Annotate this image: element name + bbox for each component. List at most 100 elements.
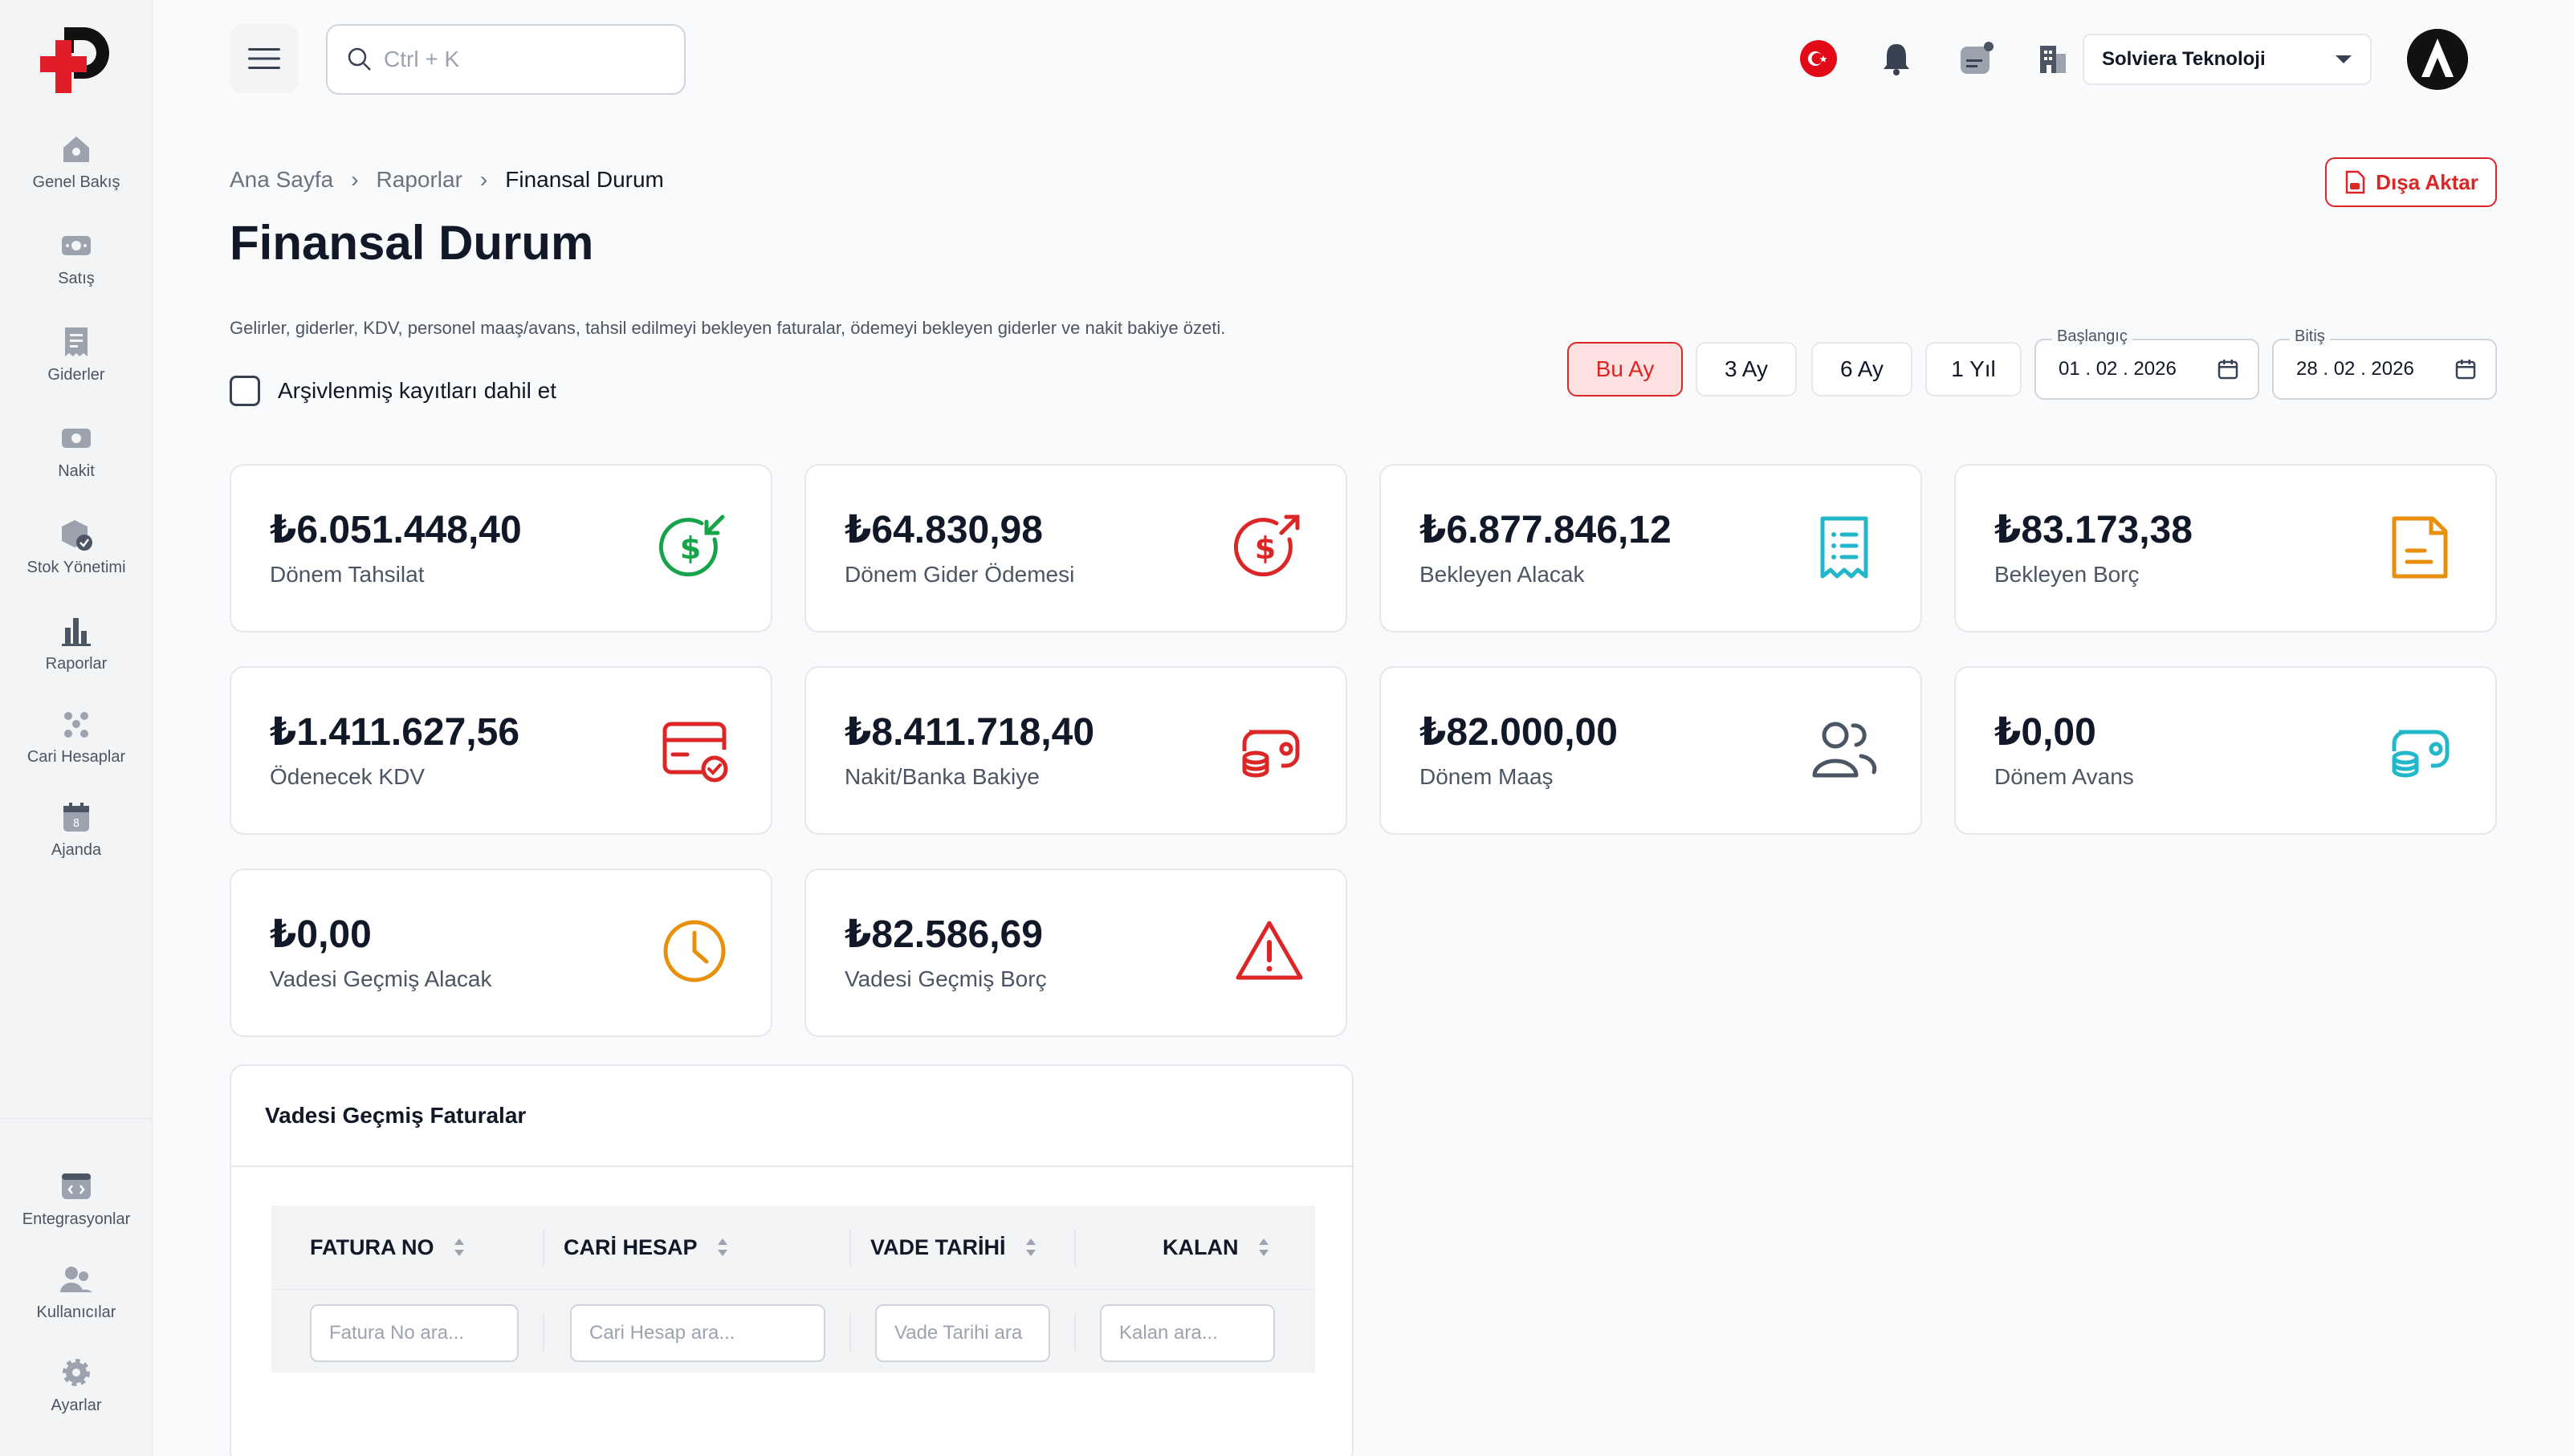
start-date-input[interactable]: 01 . 02 . 2026	[2034, 339, 2259, 400]
sidebar-item-label: Entegrasyonlar	[22, 1210, 131, 1228]
card-value: ₺1.411.627,56	[270, 711, 520, 754]
card-value: ₺6.877.846,12	[1419, 509, 1672, 551]
column-separator	[543, 1314, 544, 1351]
calendar-picker-icon[interactable]	[2455, 359, 2476, 380]
page-title: Finansal Durum	[230, 216, 594, 270]
period-1-year-button[interactable]: 1 Yıl	[1925, 342, 2022, 397]
end-date-value: 28 . 02 . 2026	[2296, 358, 2414, 380]
card-overdue-payable: ₺82.586,69 Vadesi Geçmiş Borç	[804, 868, 1347, 1037]
card-label: Bekleyen Borç	[1994, 562, 2140, 587]
breadcrumb-separator-icon: ›	[351, 167, 359, 192]
card-period-expense-payment: ₺64.830,98 Dönem Gider Ödemesi $	[804, 464, 1347, 632]
company-select[interactable]: Solviera Teknoloji	[2083, 34, 2372, 85]
sidebar-item-label: Kullanıcılar	[36, 1303, 116, 1321]
period-6-months-button[interactable]: 6 Ay	[1811, 342, 1912, 397]
card-label: Dönem Maaş	[1419, 764, 1554, 789]
column-header-remaining[interactable]: KALAN	[1163, 1206, 1271, 1289]
wallet-coins-icon	[2392, 730, 2450, 778]
warning-icon	[1236, 921, 1303, 980]
card-value: ₺83.173,38	[1994, 509, 2193, 551]
sidebar-item-stock[interactable]: Stok Yönetimi	[0, 517, 153, 605]
users-icon	[60, 1267, 92, 1292]
dashboard-icon	[63, 136, 89, 162]
company-name: Solviera Teknoloji	[2102, 48, 2266, 70]
card-cash-bank-balance: ₺8.411.718,40 Nakit/Banka Bakiye	[804, 666, 1347, 835]
due-date-filter-input[interactable]	[875, 1304, 1050, 1362]
end-date-label: Bitiş	[2290, 327, 2330, 346]
breadcrumb-reports[interactable]: Raporlar	[376, 167, 462, 192]
app-logo[interactable]	[37, 24, 117, 96]
breadcrumb-home[interactable]: Ana Sayfa	[230, 167, 334, 192]
account-filter-input[interactable]	[570, 1304, 825, 1362]
settings-icon	[63, 1359, 90, 1386]
card-overdue-receivable: ₺0,00 Vadesi Geçmiş Alacak	[230, 868, 772, 1037]
sidebar-item-expenses[interactable]: Giderler	[0, 324, 153, 413]
sidebar-item-users[interactable]: Kullanıcılar	[0, 1262, 153, 1350]
sidebar-item-reports[interactable]: Raporlar	[0, 613, 153, 702]
card-label: Ödenecek KDV	[270, 764, 425, 789]
remaining-filter-input[interactable]	[1100, 1304, 1275, 1362]
end-date-input[interactable]: 28 . 02 . 2026	[2272, 339, 2497, 400]
card-period-salary: ₺82.000,00 Dönem Maaş	[1379, 666, 1922, 835]
sidebar-item-calendar[interactable]: 8 Ajanda	[0, 799, 153, 888]
search-box[interactable]	[326, 24, 686, 95]
sidebar-item-sales[interactable]: Satış	[0, 228, 153, 316]
turkey-flag-icon	[1800, 40, 1837, 77]
card-label: Vadesi Geçmiş Alacak	[270, 966, 492, 991]
svg-text:8: 8	[73, 818, 79, 830]
column-header-due-date[interactable]: VADE TARİHİ	[870, 1206, 1038, 1289]
receipt-icon	[1820, 516, 1868, 579]
card-period-collection: ₺6.051.448,40 Dönem Tahsilat $	[230, 464, 772, 632]
card-label: Dönem Avans	[1994, 764, 2134, 789]
card-pending-receivable: ₺6.877.846,12 Bekleyen Alacak	[1379, 464, 1922, 632]
card-vat-payable: ₺1.411.627,56 Ödenecek KDV	[230, 666, 772, 835]
card-pending-payable: ₺83.173,38 Bekleyen Borç	[1954, 464, 2497, 632]
money-in-icon: $	[658, 514, 725, 577]
period-3-months-button[interactable]: 3 Ay	[1696, 342, 1797, 397]
card-label: Nakit/Banka Bakiye	[845, 764, 1040, 789]
card-value: ₺0,00	[1994, 711, 2096, 754]
sidebar-item-label: Cari Hesaplar	[26, 748, 126, 766]
hamburger-icon	[248, 48, 280, 69]
column-header-label: VADE TARİHİ	[870, 1234, 1006, 1259]
sort-icon	[717, 1238, 727, 1256]
sort-icon	[1258, 1238, 1269, 1256]
sidebar-item-overview[interactable]: Genel Bakış	[0, 132, 153, 220]
notifications-button[interactable]	[1876, 39, 1916, 79]
card-label: Dönem Gider Ödemesi	[845, 562, 1075, 587]
column-separator	[1074, 1314, 1076, 1351]
sidebar-item-label: Giderler	[47, 366, 105, 384]
cash-icon	[62, 429, 91, 448]
sidebar-item-label: Nakit	[58, 462, 95, 480]
card-value: ₺8.411.718,40	[845, 711, 1095, 754]
column-header-label: CARİ HESAP	[564, 1234, 698, 1259]
sidebar-item-label: Genel Bakış	[32, 173, 120, 191]
archive-toggle[interactable]: Arşivlenmiş kayıtları dahil et	[230, 376, 556, 406]
column-header-account[interactable]: CARİ HESAP	[564, 1206, 730, 1289]
sidebar-item-cash[interactable]: Nakit	[0, 421, 153, 509]
period-this-month-button[interactable]: Bu Ay	[1567, 342, 1683, 397]
expenses-icon	[65, 327, 88, 356]
messages-button[interactable]	[1957, 39, 1997, 79]
sidebar-item-integrations[interactable]: Entegrasyonlar	[0, 1169, 153, 1257]
company-switch-button[interactable]	[2033, 39, 2073, 79]
overdue-invoices-panel: Vadesi Geçmiş Faturalar FATURA NO CARİ H…	[230, 1064, 1354, 1456]
calendar-picker-icon[interactable]	[2218, 359, 2238, 380]
sidebar-item-settings[interactable]: Ayarlar	[0, 1355, 153, 1443]
menu-toggle-button[interactable]	[230, 24, 299, 93]
invoice-no-filter-input[interactable]	[310, 1304, 519, 1362]
column-header-invoice-no[interactable]: FATURA NO	[310, 1206, 466, 1289]
search-input[interactable]	[384, 47, 673, 72]
svg-text:$: $	[680, 531, 701, 566]
search-icon	[348, 47, 371, 71]
wallet-coins-icon	[1242, 730, 1300, 778]
sidebar-item-accounts[interactable]: Cari Hesaplar	[0, 706, 153, 795]
user-avatar[interactable]	[2407, 29, 2468, 90]
archive-checkbox[interactable]	[230, 376, 260, 406]
document-icon	[2392, 516, 2448, 579]
users-group-icon	[1812, 722, 1877, 778]
sidebar-item-label: Ayarlar	[51, 1397, 102, 1414]
table-filter-row	[271, 1289, 1315, 1373]
export-button[interactable]: Dışa Aktar	[2325, 157, 2497, 207]
language-flag-button[interactable]	[1798, 39, 1839, 79]
